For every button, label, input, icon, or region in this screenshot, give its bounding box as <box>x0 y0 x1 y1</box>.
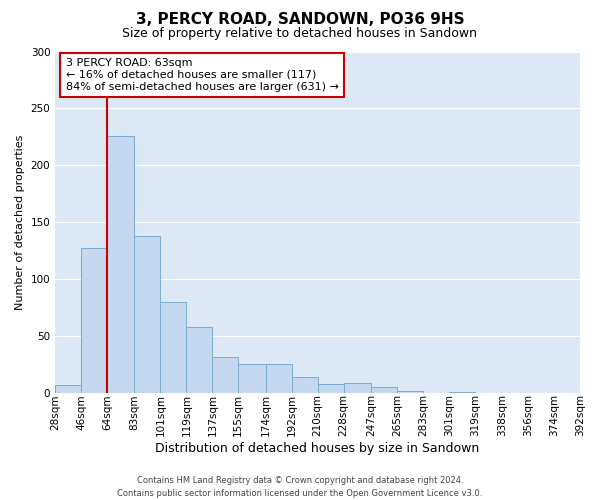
Bar <box>160 302 187 393</box>
Text: 3 PERCY ROAD: 63sqm
← 16% of detached houses are smaller (117)
84% of semi-detac: 3 PERCY ROAD: 63sqm ← 16% of detached ho… <box>65 58 338 92</box>
X-axis label: Distribution of detached houses by size in Sandown: Distribution of detached houses by size … <box>155 442 480 455</box>
Bar <box>55 385 81 393</box>
Bar <box>187 327 212 393</box>
Bar <box>266 364 292 393</box>
Bar <box>134 236 160 393</box>
Text: Size of property relative to detached houses in Sandown: Size of property relative to detached ho… <box>122 28 478 40</box>
Bar <box>344 382 371 393</box>
Y-axis label: Number of detached properties: Number of detached properties <box>15 134 25 310</box>
Bar <box>107 136 134 393</box>
Text: 3, PERCY ROAD, SANDOWN, PO36 9HS: 3, PERCY ROAD, SANDOWN, PO36 9HS <box>136 12 464 28</box>
Bar <box>371 387 397 393</box>
Bar <box>238 364 266 393</box>
Bar <box>212 356 238 393</box>
Bar <box>397 390 423 393</box>
Bar <box>317 384 344 393</box>
Bar <box>292 377 317 393</box>
Bar <box>81 248 107 393</box>
Bar <box>449 392 475 393</box>
Text: Contains HM Land Registry data © Crown copyright and database right 2024.
Contai: Contains HM Land Registry data © Crown c… <box>118 476 482 498</box>
